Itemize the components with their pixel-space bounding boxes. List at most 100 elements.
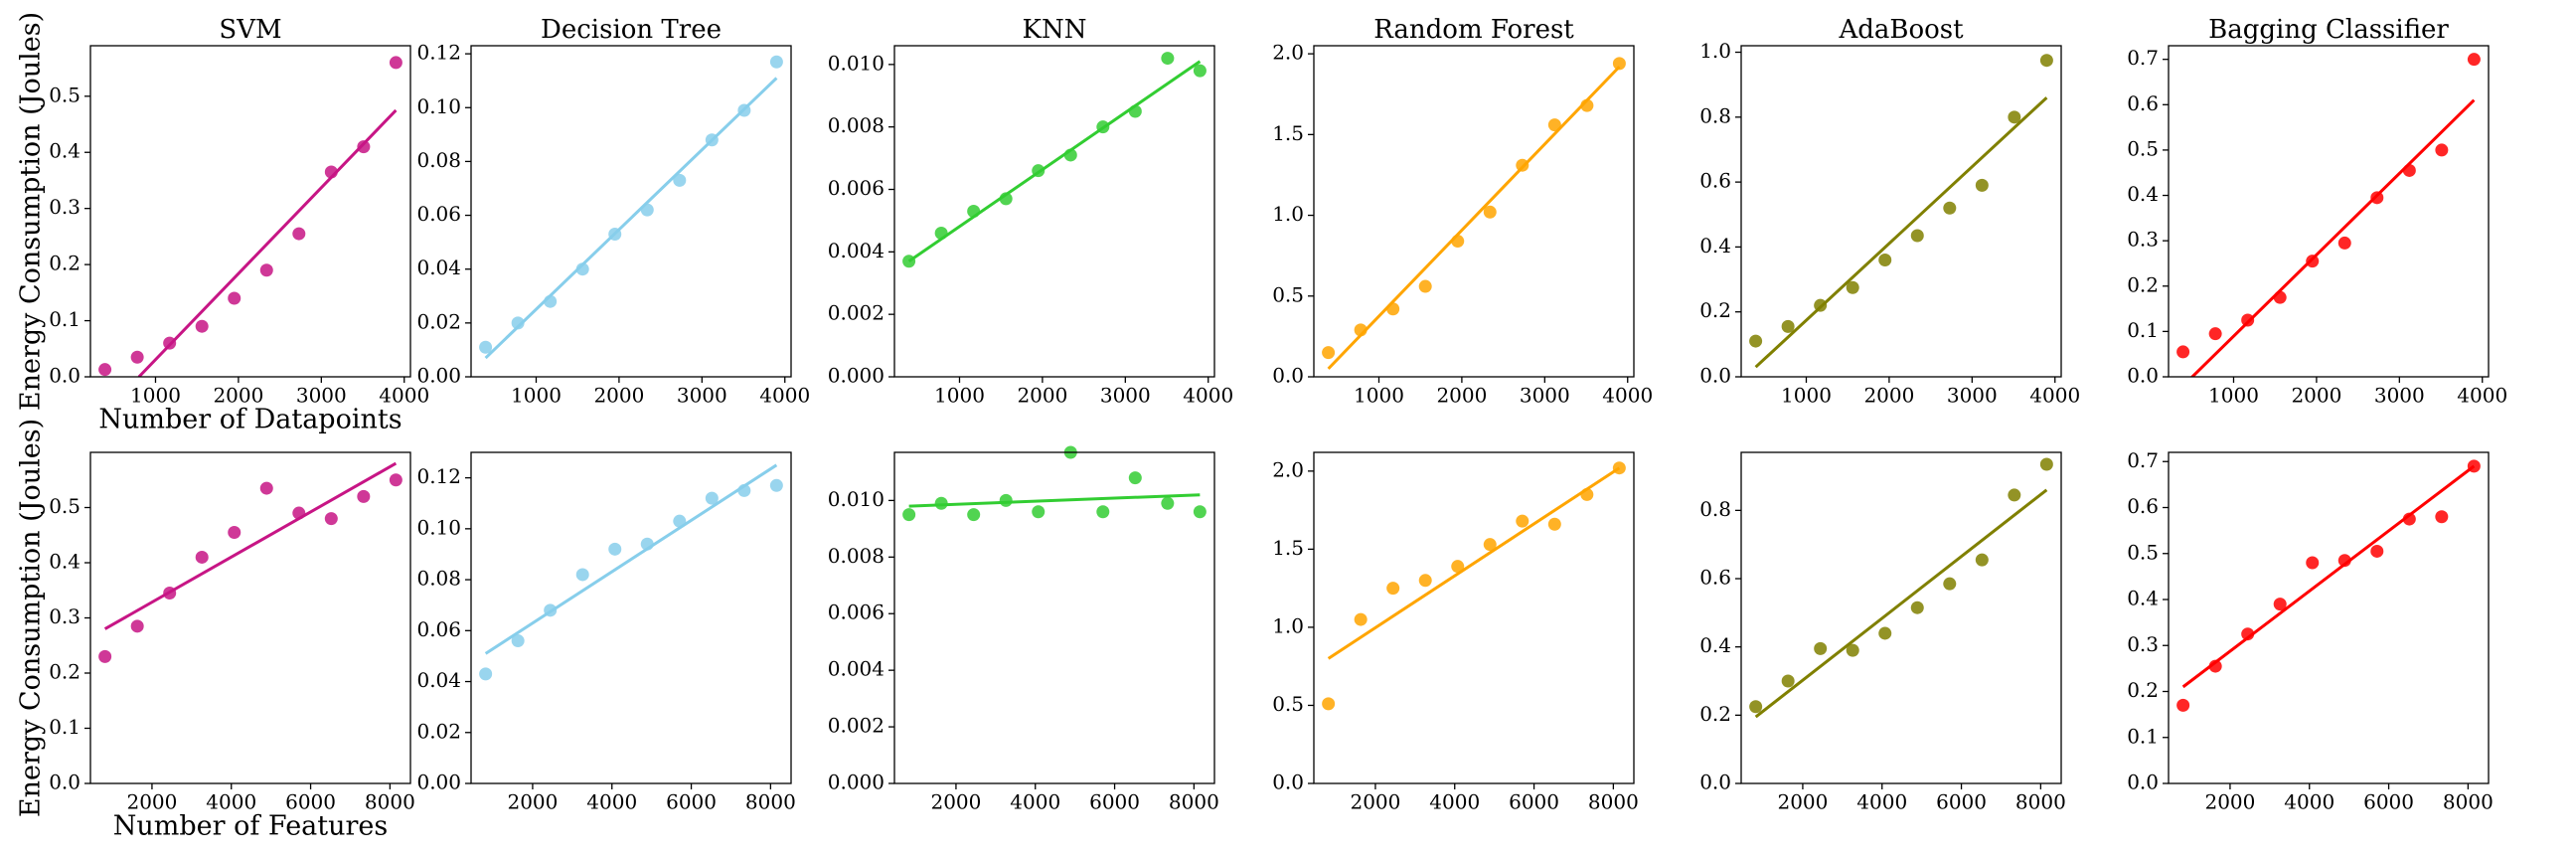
x-tick-label: 8000 bbox=[365, 790, 415, 814]
data-point bbox=[130, 619, 144, 633]
data-point bbox=[195, 550, 209, 564]
x-tick-label: 2000 bbox=[1017, 384, 1067, 408]
data-point bbox=[673, 173, 687, 187]
x-tick-label: 2000 bbox=[507, 790, 558, 814]
axes-frame bbox=[1740, 45, 2062, 378]
data-point bbox=[2039, 54, 2053, 68]
data-point bbox=[934, 496, 948, 510]
data-point bbox=[195, 319, 209, 333]
y-tick-label: 0.5 bbox=[49, 494, 80, 518]
data-point bbox=[1878, 253, 1892, 266]
y-tick-label: 0.04 bbox=[416, 668, 461, 692]
data-point bbox=[292, 227, 306, 241]
data-point bbox=[640, 537, 654, 551]
x-tick-label: 2000 bbox=[2204, 790, 2255, 814]
y-tick-label: 0.04 bbox=[416, 256, 461, 279]
y-tick-label: 0.1 bbox=[49, 715, 80, 739]
y-tick-label: 0.06 bbox=[416, 202, 461, 226]
data-point bbox=[1814, 641, 1828, 655]
data-point bbox=[1032, 164, 1046, 178]
y-axis-label: Energy Consumption (Joules) bbox=[16, 12, 47, 411]
data-point bbox=[608, 228, 622, 242]
y-tick-label: 1.0 bbox=[1699, 39, 1731, 63]
data-point bbox=[228, 291, 242, 305]
data-point bbox=[292, 506, 306, 520]
x-tick-label: 3000 bbox=[677, 384, 727, 408]
data-point bbox=[705, 491, 719, 505]
data-point bbox=[2241, 627, 2255, 641]
trend-line bbox=[1754, 96, 2048, 369]
y-tick-label: 0.0 bbox=[1699, 364, 1731, 388]
y-tick-label: 0.4 bbox=[49, 550, 80, 574]
data-point bbox=[98, 649, 112, 663]
data-point bbox=[2208, 327, 2222, 341]
y-tick-label: 0.1 bbox=[2127, 724, 2159, 748]
y-tick-label: 0.3 bbox=[49, 195, 80, 219]
data-point bbox=[737, 103, 751, 117]
data-point bbox=[324, 512, 338, 526]
data-point bbox=[2273, 290, 2287, 304]
data-point bbox=[1781, 674, 1795, 688]
y-tick-label: 0.5 bbox=[49, 83, 80, 106]
data-point bbox=[1612, 57, 1626, 71]
x-tick-label: 2000 bbox=[126, 790, 177, 814]
data-point bbox=[967, 205, 981, 218]
data-point bbox=[479, 667, 493, 681]
data-point bbox=[2467, 53, 2481, 67]
x-tick-label: 4000 bbox=[586, 790, 637, 814]
data-point bbox=[769, 55, 783, 69]
y-tick-label: 0.12 bbox=[416, 41, 461, 65]
chart-title: Random Forest bbox=[1373, 15, 1574, 45]
data-point bbox=[1547, 517, 1561, 531]
y-tick-label: 1.5 bbox=[1272, 536, 1304, 560]
data-point bbox=[673, 514, 687, 528]
data-point bbox=[640, 203, 654, 217]
chart-title: Decision Tree bbox=[541, 15, 722, 45]
data-point bbox=[479, 340, 493, 354]
data-point bbox=[130, 350, 144, 364]
trend-line bbox=[1754, 488, 2048, 719]
x-tick-label: 4000 bbox=[1602, 384, 1653, 408]
y-tick-label: 0.08 bbox=[416, 567, 461, 591]
trend-line bbox=[908, 493, 1201, 508]
x-tick-label: 1000 bbox=[130, 384, 181, 408]
x-tick-label: 3000 bbox=[296, 384, 347, 408]
y-tick-label: 0.7 bbox=[2127, 448, 2159, 472]
y-tick-label: 1.5 bbox=[1272, 121, 1304, 145]
axes-frame bbox=[1740, 451, 2062, 784]
data-point bbox=[1322, 697, 1336, 711]
x-tick-label: 2000 bbox=[1777, 790, 1828, 814]
data-point bbox=[1063, 148, 1077, 162]
chart-title: Bagging Classifier bbox=[2208, 15, 2449, 45]
y-tick-label: 0.0 bbox=[2127, 364, 2159, 388]
x-tick-label: 4000 bbox=[1856, 790, 1907, 814]
trend-line bbox=[484, 77, 778, 360]
data-point bbox=[2039, 457, 2053, 471]
axes-frame bbox=[893, 451, 1215, 784]
x-tick-label: 1000 bbox=[1781, 384, 1832, 408]
y-tick-label: 0.4 bbox=[2127, 587, 2159, 610]
y-tick-label: 0.3 bbox=[49, 604, 80, 628]
data-point bbox=[2176, 345, 2190, 359]
data-point bbox=[1418, 279, 1432, 293]
data-point bbox=[2306, 255, 2320, 268]
data-point bbox=[1516, 514, 1530, 528]
data-point bbox=[999, 192, 1013, 206]
data-point bbox=[2402, 512, 2416, 526]
data-point bbox=[2467, 459, 2481, 473]
x-tick-label: 1000 bbox=[934, 384, 985, 408]
y-tick-label: 0.10 bbox=[416, 515, 461, 539]
y-tick-label: 0.000 bbox=[828, 364, 885, 388]
data-point bbox=[967, 508, 981, 522]
axes-frame bbox=[470, 45, 792, 378]
y-tick-label: 0.4 bbox=[2127, 182, 2159, 206]
data-point bbox=[2435, 510, 2449, 524]
data-point bbox=[1516, 158, 1530, 172]
y-tick-label: 0.2 bbox=[49, 660, 80, 684]
y-tick-label: 0.008 bbox=[828, 544, 885, 568]
axes-frame bbox=[1313, 451, 1635, 784]
y-tick-label: 0.002 bbox=[828, 301, 885, 325]
y-tick-label: 0.002 bbox=[828, 714, 885, 738]
data-point bbox=[98, 363, 112, 377]
x-tick-label: 6000 bbox=[1089, 790, 1140, 814]
